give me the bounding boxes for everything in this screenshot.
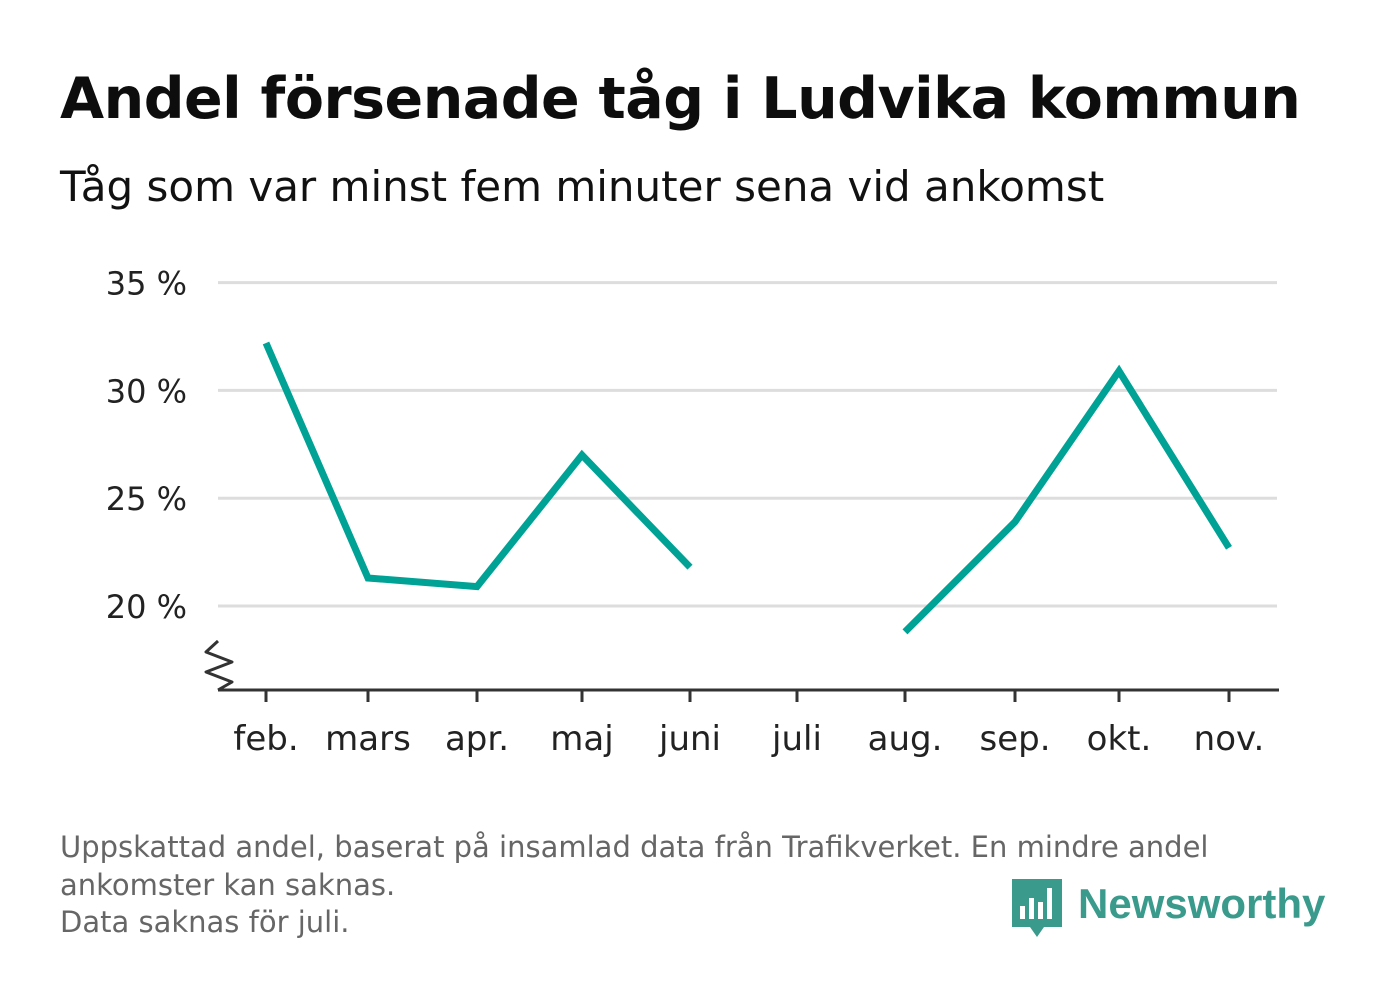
- y-tick-label: 20 %: [106, 588, 187, 626]
- chart-subtitle: Tåg som var minst fem minuter sena vid a…: [60, 162, 1105, 211]
- series-line: [262, 341, 693, 591]
- x-tick-label: okt.: [1087, 719, 1152, 759]
- y-tick-label: 30 %: [106, 372, 187, 410]
- x-tick-label: feb.: [233, 719, 298, 759]
- x-tick-label: apr.: [445, 719, 509, 759]
- x-tick-label: maj: [550, 719, 613, 759]
- series-line: [902, 364, 1232, 635]
- x-tick-label: juli: [771, 719, 822, 759]
- x-tick-label: aug.: [868, 719, 943, 759]
- newsworthy-logo: Newsworthy: [1012, 879, 1325, 941]
- x-tick-label: nov.: [1194, 719, 1265, 759]
- source-note-line-1: Uppskattad andel, baserat på insamlad da…: [60, 830, 1209, 864]
- chart-title: Andel försenade tåg i Ludvika kommun: [60, 66, 1301, 132]
- x-tick-label: mars: [325, 719, 411, 759]
- newsworthy-logo-icon: [1012, 879, 1062, 937]
- y-axis-break-marker: [204, 639, 234, 692]
- brand-name: Newsworthy: [1078, 880, 1326, 927]
- x-tick-label: juni: [658, 719, 721, 759]
- x-tick-label: sep.: [979, 719, 1050, 759]
- source-note-line-2: ankomster kan saknas.: [60, 868, 396, 902]
- y-tick-label: 25 %: [106, 480, 187, 518]
- y-tick-label: 35 %: [106, 265, 187, 303]
- source-note-line-3: Data saknas för juli.: [60, 905, 350, 939]
